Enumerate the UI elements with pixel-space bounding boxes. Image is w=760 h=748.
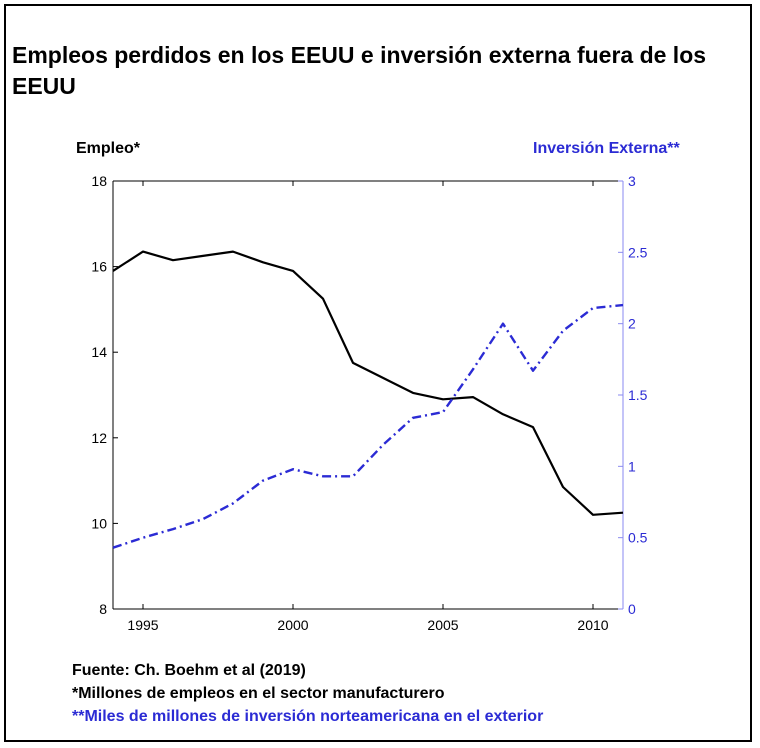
right-tick-label: 2 [628,316,636,332]
investment-footnote: **Miles de millones de inversión norteam… [72,708,544,725]
x-tick-label: 2010 [577,617,608,633]
employment-footnote: *Millones de empleos en el sector manufa… [72,685,445,702]
x-tick-label: 2000 [277,617,308,633]
employment-series-line [112,250,624,516]
left-tick-label: 16 [91,259,107,275]
x-tick-label: 1995 [127,617,158,633]
left-tick-label: 18 [91,173,107,189]
right-tick-label: 1.5 [628,387,648,403]
left-tick-label: 14 [91,344,107,360]
right-tick-label: 3 [628,173,636,189]
right-tick-label: 1 [628,458,636,474]
right-tick-label: 2.5 [628,244,648,260]
left-axis-title: Empleo* [76,140,141,157]
chart-title: Empleos perdidos en los EEUU e inversión… [12,42,707,99]
left-tick-label: 12 [91,430,107,446]
right-tick-label: 0 [628,601,636,617]
right-axis-title: Inversión Externa** [533,140,680,157]
figure-frame [4,4,752,742]
right-tick-label: 0.5 [628,530,648,546]
source-note: Fuente: Ch. Boehm et al (2019) [72,662,306,679]
left-tick-label: 10 [91,515,107,531]
x-tick-label: 2005 [427,617,458,633]
left-tick-label: 8 [99,601,107,617]
investment-series-line [112,303,624,549]
